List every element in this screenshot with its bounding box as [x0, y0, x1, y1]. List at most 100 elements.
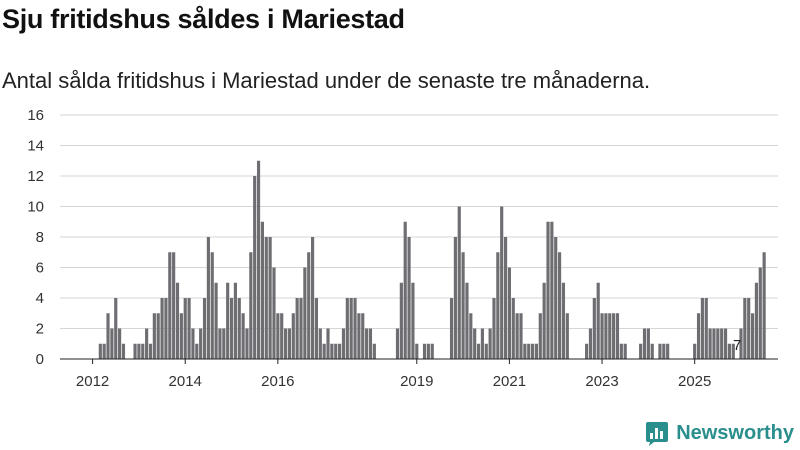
bar: [326, 328, 330, 359]
bar: [226, 282, 230, 359]
bar: [411, 282, 415, 359]
bar: [608, 313, 612, 359]
bar: [245, 328, 249, 359]
bar: [731, 343, 735, 359]
bar: [758, 267, 762, 359]
bar: [357, 313, 361, 359]
bar: [260, 221, 264, 359]
bar: [538, 313, 542, 359]
bar: [330, 343, 334, 359]
bar: [102, 343, 106, 359]
bar: [523, 343, 527, 359]
bar: [542, 282, 546, 359]
bar: [399, 282, 403, 359]
bar: [345, 298, 349, 359]
bar: [480, 328, 484, 359]
bar: [565, 313, 569, 359]
newsworthy-logo[interactable]: Newsworthy: [644, 420, 794, 446]
y-tick-label: 14: [27, 138, 44, 155]
bar: [426, 343, 430, 359]
bar: [311, 237, 315, 359]
y-tick-label: 2: [36, 321, 44, 338]
bar: [693, 343, 697, 359]
y-tick-label: 16: [27, 107, 44, 124]
bar: [554, 237, 558, 359]
x-tick-label: 2025: [678, 373, 711, 390]
y-tick-label: 10: [27, 199, 44, 216]
bar: [449, 298, 454, 359]
bar: [588, 328, 593, 359]
bar: [318, 328, 322, 359]
grid-lines: [60, 114, 778, 329]
x-tick-label: 2021: [493, 373, 526, 390]
bar: [720, 328, 724, 359]
bar: [666, 343, 670, 359]
bar: [233, 282, 237, 359]
bar: [195, 343, 199, 359]
bar: [453, 237, 457, 359]
bar: [241, 313, 245, 359]
x-tick-label: 2023: [585, 373, 618, 390]
bar: [206, 237, 210, 359]
bar: [503, 237, 508, 359]
bar: [106, 313, 110, 359]
x-tick-label: 2019: [400, 373, 433, 390]
bar: [712, 328, 716, 359]
bar: [639, 343, 643, 359]
bar: [415, 343, 419, 359]
bar: [295, 298, 299, 359]
bar: [422, 343, 427, 359]
bar: [739, 328, 743, 359]
bar: [191, 328, 195, 359]
bar: [283, 328, 288, 359]
bar: [179, 313, 183, 359]
bar: [704, 298, 708, 359]
bar: [168, 252, 172, 359]
bar: [152, 313, 156, 359]
bar: [716, 328, 720, 359]
bar: [395, 328, 400, 359]
bar: [534, 343, 539, 359]
x-tick-label: 2016: [261, 373, 294, 390]
bar: [488, 328, 492, 359]
bar: [287, 328, 292, 359]
bar: [619, 343, 623, 359]
bar: [600, 313, 604, 359]
bar: [114, 298, 118, 359]
bar: [214, 282, 218, 359]
bar: [141, 343, 145, 359]
bar: [133, 343, 137, 359]
bar: [148, 343, 153, 359]
bar: [338, 343, 342, 359]
bar: [596, 282, 600, 359]
bar: [623, 343, 627, 359]
bar: [121, 343, 126, 359]
bar: [175, 282, 180, 359]
bar: [341, 328, 346, 359]
latest-value-label: 7: [733, 337, 741, 354]
bar: [137, 343, 141, 359]
bar: [604, 313, 608, 359]
bar: [349, 298, 353, 359]
chart-title: Sju fritidshus såldes i Mariestad: [2, 4, 405, 34]
bar: [237, 298, 241, 359]
bar: [750, 313, 755, 359]
bar: [334, 343, 338, 359]
bar: [156, 313, 160, 359]
bar: [183, 298, 187, 359]
bar: [696, 313, 701, 359]
bar: [530, 343, 535, 359]
bar: [291, 313, 295, 359]
y-tick-label: 6: [36, 260, 44, 277]
bar: [199, 328, 203, 359]
bar: [160, 298, 164, 359]
bar: [585, 343, 589, 359]
bar: [500, 206, 504, 359]
bar: [430, 343, 434, 359]
chart-subtitle: Antal sålda fritidshus i Mariestad under…: [2, 68, 651, 93]
bar: [465, 282, 469, 359]
bar: [511, 298, 515, 359]
bar: [507, 267, 511, 359]
bar: [723, 328, 728, 359]
y-tick-label: 8: [36, 229, 44, 246]
